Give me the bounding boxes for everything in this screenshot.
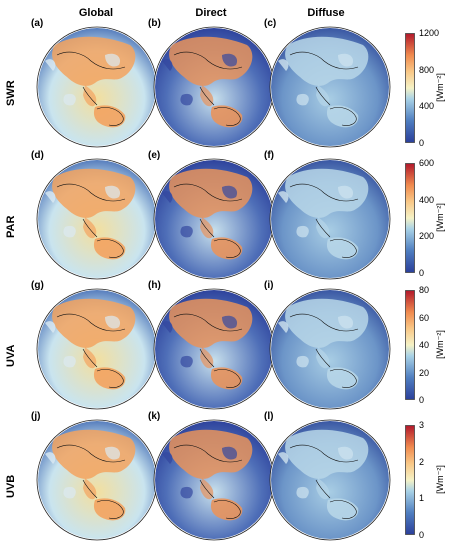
column-title-global: Global bbox=[78, 7, 114, 19]
colorbar-tick-label: 1200 bbox=[419, 28, 440, 38]
globe-map bbox=[153, 26, 275, 148]
panel-uva-global: (g) bbox=[31, 280, 163, 415]
panel-letter: (k) bbox=[148, 411, 161, 422]
globe-map bbox=[153, 419, 275, 541]
colorbar-tick-label: 0 bbox=[419, 395, 425, 405]
globe-map bbox=[269, 419, 391, 541]
panel-par-global: (d) bbox=[31, 150, 163, 285]
globe-map bbox=[269, 158, 391, 280]
colorbar-gradient bbox=[405, 163, 415, 273]
globe-map bbox=[153, 158, 275, 280]
row-label-uva: UVA bbox=[5, 344, 17, 367]
colorbar-tick-label: 0 bbox=[419, 268, 425, 278]
colorbar-tick-label: 2 bbox=[419, 456, 425, 467]
colorbar-uvb: 0 1 2 3 bbox=[405, 421, 424, 540]
colorbar-unit-label: [Wm⁻²] bbox=[434, 203, 445, 232]
colorbar-tick-label: 600 bbox=[419, 158, 435, 168]
panel-swr-global: (a) bbox=[31, 18, 163, 153]
panel-letter: (b) bbox=[148, 18, 161, 29]
row-label-swr: SWR bbox=[5, 80, 17, 106]
colorbar-tick-label: 20 bbox=[419, 367, 430, 378]
globe-map bbox=[269, 26, 391, 148]
colorbar-unit-label: [Wm⁻²] bbox=[434, 465, 445, 494]
column-title-direct: Direct bbox=[195, 7, 227, 19]
globe-map bbox=[36, 288, 158, 410]
panel-letter: (l) bbox=[264, 411, 274, 422]
panel-letter: (a) bbox=[31, 18, 44, 29]
colorbar-gradient bbox=[405, 33, 415, 143]
colorbar-tick-label: 0 bbox=[419, 138, 425, 148]
row-label-par: PAR bbox=[5, 215, 17, 238]
panel-letter: (e) bbox=[148, 150, 161, 161]
column-title-diffuse: Diffuse bbox=[307, 7, 345, 19]
globe-map bbox=[36, 158, 158, 280]
panel-uvb-global: (j) bbox=[31, 411, 163, 546]
colorbar-unit-label: [Wm⁻²] bbox=[434, 330, 445, 359]
row-label-uvb: UVB bbox=[5, 474, 17, 498]
colorbar-gradient bbox=[405, 425, 415, 535]
panel-swr-diffuse: (c) bbox=[264, 18, 396, 153]
colorbar-tick-label: 1 bbox=[419, 493, 425, 504]
panel-uvb-diffuse: (l) bbox=[264, 411, 396, 546]
globe-map bbox=[153, 288, 275, 410]
colorbar-tick-label: 0 bbox=[419, 530, 425, 540]
panel-letter: (i) bbox=[264, 280, 274, 291]
colorbar-tick-label: 200 bbox=[419, 231, 435, 242]
panel-par-diffuse: (f) bbox=[264, 150, 396, 285]
panel-letter: (d) bbox=[31, 150, 44, 161]
panel-letter: (h) bbox=[148, 280, 161, 291]
colorbar-uva: 0 20 40 60 80 bbox=[405, 286, 429, 405]
colorbar-tick-label: 80 bbox=[419, 285, 430, 295]
colorbar-tick-label: 800 bbox=[419, 64, 435, 75]
panel-letter: (j) bbox=[31, 411, 41, 422]
panel-letter: (g) bbox=[31, 280, 44, 291]
panel-letter: (c) bbox=[264, 18, 277, 29]
globe-map bbox=[36, 419, 158, 541]
colorbar-tick-label: 400 bbox=[419, 101, 435, 112]
panel-par-direct: (e) bbox=[148, 150, 280, 285]
panel-swr-direct: (b) bbox=[148, 18, 280, 153]
colorbar-tick-label: 60 bbox=[419, 312, 430, 323]
panel-letter: (f) bbox=[264, 150, 274, 161]
globe-map bbox=[269, 288, 391, 410]
globe-map bbox=[36, 26, 158, 148]
panel-uva-direct: (h) bbox=[148, 280, 280, 415]
panel-uva-diffuse: (i) bbox=[264, 280, 396, 415]
colorbar-par: 0 200 400 600 bbox=[405, 159, 434, 278]
colorbar-tick-label: 400 bbox=[419, 194, 435, 205]
colorbar-gradient bbox=[405, 290, 415, 400]
colorbar-tick-label: 3 bbox=[419, 420, 425, 430]
colorbar-unit-label: [Wm⁻²] bbox=[434, 73, 445, 102]
colorbar-tick-label: 40 bbox=[419, 340, 430, 350]
colorbar-swr: 0 400 800 1200 bbox=[405, 29, 439, 148]
panel-uvb-direct: (k) bbox=[148, 411, 280, 546]
